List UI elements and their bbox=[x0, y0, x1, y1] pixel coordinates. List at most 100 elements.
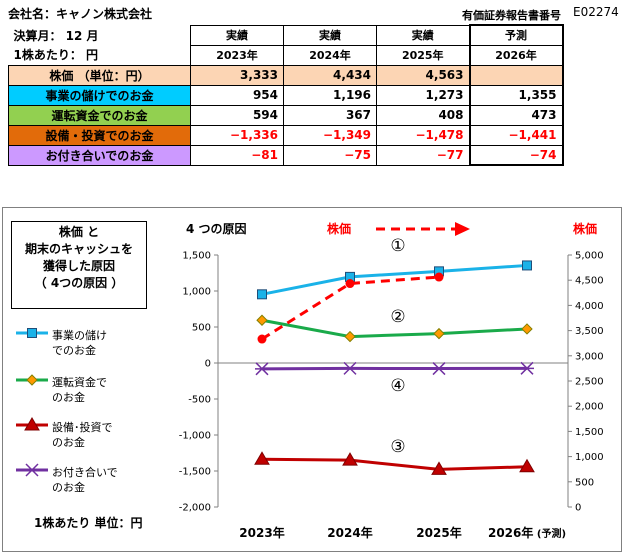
x-tick-label: 2024年 bbox=[327, 525, 372, 540]
left-tick-label: -2,000 bbox=[179, 503, 211, 514]
reason-line: 期末のキャッシュを bbox=[24, 242, 133, 256]
arrow-head bbox=[455, 222, 470, 236]
legend-marker bbox=[25, 463, 39, 477]
table-cell: −1,441 bbox=[468, 124, 564, 146]
series-line-1 bbox=[261, 318, 528, 339]
right-tick-label: 5,000 bbox=[575, 251, 604, 262]
data-point bbox=[343, 361, 357, 375]
x-tick-label: 2025年 bbox=[416, 525, 461, 540]
cause-circle-label: ② bbox=[390, 307, 405, 327]
table-cell: 1,355 bbox=[468, 84, 564, 106]
legend-text: 設備･投資で bbox=[52, 421, 113, 434]
data-point bbox=[433, 327, 445, 340]
company-name: 会社名：キャノン株式会社 bbox=[8, 7, 153, 21]
status-label: 実績 bbox=[376, 24, 470, 46]
legend-item-investment: 設備･投資で のお金 bbox=[52, 420, 113, 450]
data-point bbox=[431, 461, 447, 475]
legend-text: のお金 bbox=[52, 436, 85, 449]
row-label-relations: お付き合いでのお金 bbox=[8, 144, 191, 166]
row-label-investment: 設備・投資でのお金 bbox=[8, 124, 191, 146]
x-tick-label: 2023年 bbox=[239, 525, 284, 540]
right-axis-title: 株価 bbox=[573, 222, 598, 236]
cause-circle-label: ③ bbox=[390, 437, 405, 457]
table-cell: 954 bbox=[190, 84, 284, 106]
table-cell: −1,478 bbox=[376, 124, 470, 146]
data-point bbox=[521, 323, 533, 335]
data-point bbox=[345, 279, 355, 289]
data-point bbox=[434, 272, 444, 282]
reason-line: 獲得した原因 bbox=[42, 259, 115, 273]
status-label-forecast: 予測 bbox=[468, 24, 564, 46]
right-tick-label: 2,500 bbox=[575, 377, 604, 388]
table-cell: −74 bbox=[468, 144, 564, 166]
legend-text: のお金 bbox=[52, 481, 85, 494]
row-label-operating: 事業の儲けでのお金 bbox=[8, 84, 191, 106]
table-cell: 1,273 bbox=[376, 84, 470, 106]
left-tick-label: 500 bbox=[192, 323, 211, 334]
series-line-2 bbox=[261, 457, 528, 471]
legend-text: 事業の儲け bbox=[52, 329, 107, 342]
left-tick-label: -1,000 bbox=[179, 431, 211, 442]
right-tick-label: 1,000 bbox=[575, 452, 604, 463]
per-share-label: 1株あたり： 円 bbox=[8, 45, 191, 65]
series-line-4 bbox=[261, 275, 440, 341]
legend-item-working-capital: 運転資金で のお金 bbox=[52, 375, 107, 405]
right-tick-label: 2,000 bbox=[575, 402, 604, 413]
data-point bbox=[342, 452, 358, 466]
year-header: 2023年 bbox=[190, 44, 284, 66]
left-tick-label: 0 bbox=[205, 359, 211, 370]
legend-text: 運転資金で bbox=[52, 376, 107, 389]
legend-item-relations: お付き合いで のお金 bbox=[52, 465, 118, 495]
table-cell: 3,333 bbox=[190, 64, 284, 86]
table-row: 設備・投資でのお金 −1,336 −1,349 −1,478 −1,441 bbox=[8, 124, 564, 146]
data-point bbox=[255, 362, 269, 376]
reason-line: （ 4つの原因 ） bbox=[34, 276, 124, 290]
right-tick-label: 4,000 bbox=[575, 301, 604, 312]
data-point bbox=[256, 314, 268, 326]
edinet-label: 有価証券報告書番号 bbox=[462, 9, 561, 22]
data-point bbox=[254, 451, 270, 465]
left-tick-label: 1,000 bbox=[182, 287, 211, 298]
unit-note: 1株あたり 単位：円 bbox=[34, 516, 143, 530]
table-cell: 594 bbox=[190, 104, 284, 126]
status-label: 実績 bbox=[190, 24, 284, 46]
cause-circle-label: ④ bbox=[390, 376, 405, 396]
right-tick-label: 1,500 bbox=[575, 427, 604, 438]
left-tick-label: -1,500 bbox=[179, 467, 211, 478]
data-point bbox=[432, 362, 446, 376]
data-point bbox=[257, 289, 267, 300]
right-tick-label: 500 bbox=[575, 477, 594, 488]
reason-box: 株価 と 期末のキャッシュを 獲得した原因 （ 4つの原因 ） bbox=[11, 221, 147, 309]
table-cell: 4,434 bbox=[283, 64, 377, 86]
right-tick-label: 0 bbox=[575, 503, 581, 514]
cause-circle-label: ① bbox=[390, 236, 405, 256]
right-tick-label: 3,500 bbox=[575, 326, 604, 337]
series-line-0 bbox=[261, 263, 528, 296]
table-cell: −77 bbox=[376, 144, 470, 166]
table-row: お付き合いでのお金 −81 −75 −77 −74 bbox=[8, 144, 564, 166]
data-point bbox=[257, 334, 267, 344]
data-point bbox=[344, 330, 356, 343]
left-tick-label: 1,500 bbox=[182, 251, 211, 262]
reason-line: 株価 と bbox=[58, 225, 100, 239]
legend-text: でのお金 bbox=[52, 344, 96, 357]
data-point bbox=[519, 458, 535, 473]
x-tick-label: 2026年 (予測) bbox=[488, 525, 566, 540]
data-point bbox=[520, 361, 534, 375]
right-tick-label: 4,500 bbox=[575, 276, 604, 287]
right-tick-label: 3,000 bbox=[575, 351, 604, 362]
table-row: 株価 （単位：円） 3,333 4,434 4,563 bbox=[8, 64, 564, 86]
legend-marker bbox=[24, 417, 40, 431]
table-cell: −81 bbox=[190, 144, 284, 166]
legend-text: のお金 bbox=[52, 391, 85, 404]
stock-arrow-label: 株価 bbox=[327, 222, 352, 236]
edinet-code: E02274 bbox=[573, 5, 619, 19]
table-cell: −1,336 bbox=[190, 124, 284, 146]
legend-item-operating: 事業の儲け でのお金 bbox=[52, 328, 107, 358]
left-tick-label: -500 bbox=[188, 395, 211, 406]
legend-marker bbox=[27, 328, 37, 338]
series-line-3 bbox=[261, 366, 528, 371]
legend-text: お付き合いで bbox=[52, 466, 118, 479]
legend-marker bbox=[26, 374, 38, 386]
